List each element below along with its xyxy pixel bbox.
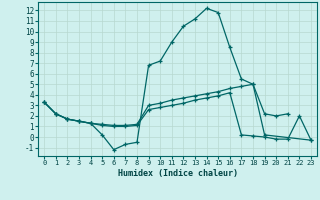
X-axis label: Humidex (Indice chaleur): Humidex (Indice chaleur) [118, 169, 238, 178]
